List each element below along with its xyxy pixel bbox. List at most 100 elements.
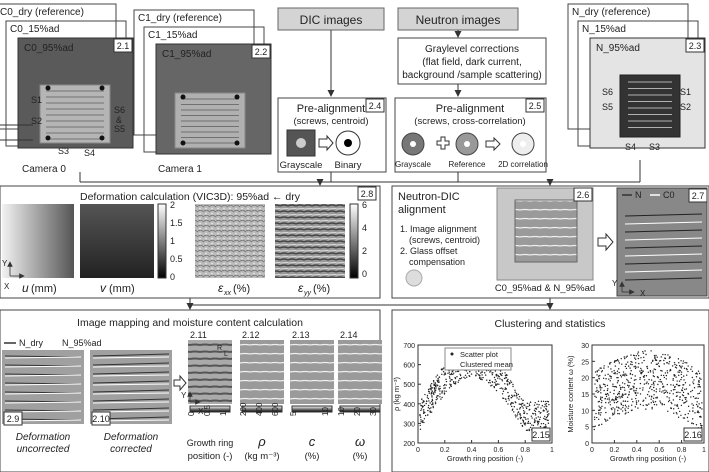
scatter-texture	[595, 390, 597, 393]
label: alignment	[398, 204, 446, 216]
scatter-texture	[455, 381, 457, 383]
scatter-texture	[596, 371, 598, 373]
scatter-texture	[507, 403, 509, 405]
scatter-texture	[643, 376, 645, 379]
scatter-texture	[630, 360, 632, 363]
scatter-texture	[676, 404, 678, 407]
scatter-texture	[510, 403, 512, 406]
scatter-texture	[645, 353, 647, 356]
scatter-texture	[533, 421, 536, 423]
scatter-texture	[599, 374, 601, 377]
connector	[92, 389, 170, 393]
scatter-texture	[699, 390, 702, 392]
scatter-texture	[547, 422, 550, 424]
scatter-texture	[617, 380, 619, 382]
label: Camera 1	[158, 164, 202, 175]
scatter-texture	[669, 356, 671, 359]
scatter-texture	[436, 384, 439, 387]
scatter-texture	[500, 387, 503, 389]
scatter-texture	[700, 426, 703, 428]
scatter-texture	[457, 370, 460, 373]
scatter-texture	[499, 370, 502, 372]
scatter-texture	[532, 413, 535, 415]
scatter-texture	[439, 387, 441, 390]
label: 10	[321, 407, 330, 416]
scatter-texture	[655, 359, 658, 362]
scatter-texture	[526, 402, 529, 405]
scatter-texture	[458, 379, 460, 382]
scatter-texture	[523, 412, 525, 414]
connector	[92, 398, 170, 402]
scatter-texture	[637, 366, 639, 368]
scatter-texture	[642, 404, 644, 407]
scatter-texture	[431, 395, 433, 397]
scatter-texture	[534, 410, 537, 413]
scatter-texture	[616, 358, 619, 361]
scatter-texture	[507, 391, 509, 394]
scatter-texture	[438, 376, 441, 378]
scatter-texture	[531, 417, 533, 419]
scatter-texture	[441, 396, 443, 399]
scatter-texture	[658, 365, 660, 367]
scatter-texture	[601, 405, 603, 408]
scatter-texture	[687, 370, 689, 373]
scatter-texture	[427, 409, 429, 412]
scatter-texture	[603, 389, 605, 392]
scatter-texture	[537, 422, 539, 425]
scatter-texture	[519, 417, 522, 420]
label: S2	[31, 116, 42, 126]
connector	[624, 213, 703, 217]
scatter-texture	[526, 422, 529, 424]
scatter-texture	[522, 420, 525, 422]
scatter-texture	[430, 411, 433, 413]
scatter-texture	[607, 394, 610, 396]
scatter-texture	[659, 388, 661, 390]
scatter-texture	[547, 401, 550, 403]
scatter-texture	[661, 383, 664, 385]
scatter-texture	[420, 408, 423, 410]
label: Moisture content ω (%)	[566, 355, 575, 433]
scatter-texture	[440, 398, 442, 400]
thumb-mark	[344, 139, 352, 147]
scatter-texture	[634, 358, 637, 360]
scatter-texture	[662, 390, 664, 392]
scatter-texture	[431, 403, 433, 406]
scatter-texture	[475, 371, 477, 373]
scatter-texture	[641, 362, 643, 364]
screw	[180, 94, 186, 100]
scatter-texture	[427, 390, 430, 393]
label: N_95%ad	[596, 43, 640, 54]
scatter-texture	[644, 350, 646, 352]
scatter-texture	[525, 418, 527, 421]
scatter-texture	[698, 392, 701, 395]
scatter-texture	[618, 362, 621, 364]
scatter-texture	[424, 411, 426, 414]
scatter-texture	[627, 361, 629, 363]
scatter-texture	[699, 423, 702, 425]
scatter-texture	[638, 355, 640, 357]
scatter-texture	[666, 391, 669, 394]
scatter-texture	[645, 382, 647, 385]
scatter-texture	[680, 376, 683, 379]
scatter-texture	[508, 395, 510, 397]
screw	[45, 85, 51, 91]
y-tick-label: 500	[403, 382, 415, 389]
scatter-texture	[538, 404, 540, 406]
scatter-texture	[627, 386, 630, 388]
scatter-texture	[674, 388, 676, 391]
label: Neutron-DIC	[398, 191, 460, 203]
scatter-texture	[620, 403, 623, 406]
label: C0_dry (reference)	[0, 7, 84, 18]
thumb-mark	[464, 141, 470, 147]
scatter-texture	[419, 416, 422, 418]
scatter-texture	[450, 383, 452, 386]
scatter-texture	[502, 390, 505, 393]
scatter-texture	[600, 412, 602, 414]
scatter-texture	[507, 380, 509, 383]
scatter-texture	[490, 370, 492, 372]
scatter-texture	[652, 382, 655, 385]
scatter-texture	[430, 391, 433, 393]
scatter-texture	[674, 363, 676, 366]
scatter-texture	[518, 395, 521, 398]
scatter-texture	[532, 424, 535, 427]
